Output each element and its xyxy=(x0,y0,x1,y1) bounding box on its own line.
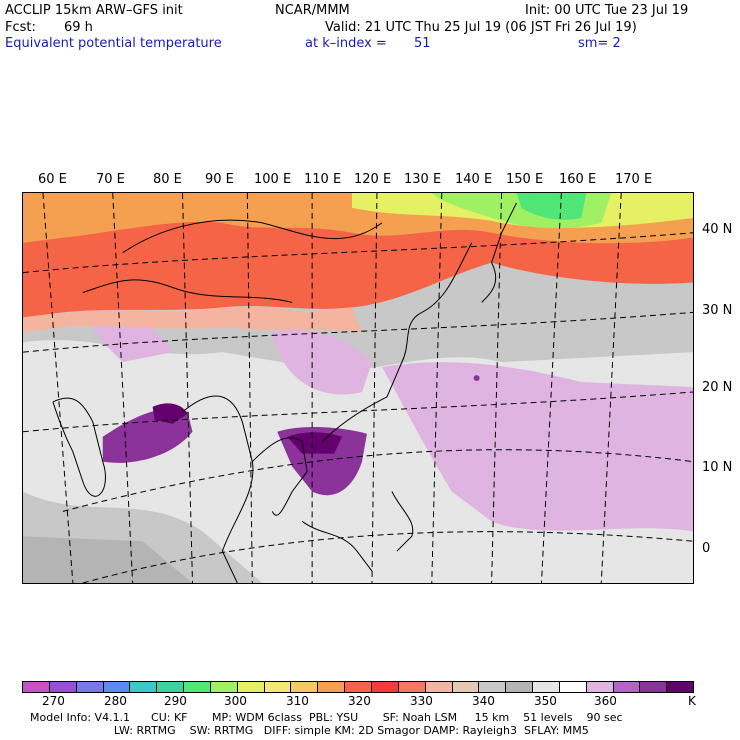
colorbar xyxy=(22,681,694,693)
lon-label: 70 E xyxy=(96,172,125,187)
lon-label: 170 E xyxy=(615,172,653,187)
lon-label: 140 E xyxy=(455,172,493,187)
theta-e-map xyxy=(22,192,694,584)
colorbar-swatch xyxy=(345,682,372,692)
colorbar-swatch xyxy=(130,682,158,692)
init-time: Init: 00 UTC Tue 23 Jul 19 xyxy=(525,3,689,18)
model-info-line1: Model Info: V4.1.1 CU: KF MP: WDM 6class… xyxy=(30,711,623,724)
level-value: 51 xyxy=(414,36,431,51)
lon-label: 60 E xyxy=(38,172,67,187)
colorbar-swatch xyxy=(318,682,346,692)
colorbar-swatch xyxy=(157,682,185,692)
coastlines xyxy=(52,202,517,583)
model-info-line2: LW: RRTMG SW: RRTMG DIFF: simple KM: 2D … xyxy=(30,724,589,737)
colorbar-unit: K xyxy=(688,694,696,708)
colorbar-tick: 300 xyxy=(224,694,247,708)
organization-label: NCAR/MMM xyxy=(275,3,350,18)
lon-label: 90 E xyxy=(205,172,234,187)
field-name: Equivalent potential temperature xyxy=(5,36,222,51)
colorbar-swatch xyxy=(210,682,238,692)
lon-label: 160 E xyxy=(559,172,597,187)
lon-label: 80 E xyxy=(153,172,182,187)
lon-label: 130 E xyxy=(404,172,442,187)
colorbar-swatch xyxy=(76,682,104,692)
colorbar-swatch xyxy=(667,682,694,692)
colorbar-tick: 320 xyxy=(348,694,371,708)
colorbar-swatch xyxy=(452,682,480,692)
colorbar-tick: 310 xyxy=(286,694,309,708)
lon-label: 120 E xyxy=(354,172,392,187)
colorbar-swatch xyxy=(398,682,426,692)
colorbar-swatch xyxy=(291,682,319,692)
colorbar-swatch xyxy=(559,682,587,692)
colorbar-swatch xyxy=(613,682,641,692)
colorbar-swatch xyxy=(506,682,534,692)
colorbar-tick: 330 xyxy=(410,694,433,708)
theta-band-lightpurple xyxy=(381,362,693,532)
colorbar-tick: 270 xyxy=(42,694,65,708)
lat-label: 40 N xyxy=(702,222,733,237)
theta-peak-bay-of-bengal xyxy=(152,403,188,424)
lat-label: 0 xyxy=(702,541,711,556)
model-title: ACCLIP 15km ARW–GFS init xyxy=(5,3,183,18)
lon-label: 110 E xyxy=(304,172,342,187)
graticule xyxy=(23,193,693,583)
theta-peak-south-china-sea xyxy=(287,432,343,454)
colorbar-swatch xyxy=(184,682,211,692)
lat-label: 30 N xyxy=(702,303,733,318)
lat-label: 10 N xyxy=(702,460,733,475)
forecast-hours: 69 h xyxy=(64,20,93,35)
colorbar-swatch xyxy=(49,682,77,692)
colorbar-swatch xyxy=(586,682,614,692)
colorbar-tick: 360 xyxy=(594,694,617,708)
level-label: at k–index = xyxy=(305,36,387,51)
lon-label: 150 E xyxy=(506,172,544,187)
colorbar-swatch xyxy=(425,682,453,692)
colorbar-tick: 280 xyxy=(104,694,127,708)
theta-max-typhoon xyxy=(473,375,480,382)
colorbar-swatch xyxy=(640,682,668,692)
theta-band-green xyxy=(516,193,587,220)
forecast-label: Fcst: xyxy=(5,20,36,35)
theta-band-pink xyxy=(23,306,362,333)
colorbar-swatch xyxy=(371,682,399,692)
colorbar-tick: 340 xyxy=(472,694,495,708)
colorbar-swatch xyxy=(23,682,50,692)
colorbar-swatch xyxy=(103,682,131,692)
lon-label: 100 E xyxy=(254,172,292,187)
colorbar-tick: 350 xyxy=(534,694,557,708)
theta-band-lightpurple xyxy=(272,329,372,395)
lat-label: 20 N xyxy=(702,380,733,395)
colorbar-tick: 290 xyxy=(164,694,187,708)
colorbar-swatch xyxy=(533,682,560,692)
theta-band-darkgrey xyxy=(23,536,193,583)
colorbar-swatch xyxy=(479,682,507,692)
smoothing-label: sm= 2 xyxy=(578,36,621,51)
colorbar-swatch xyxy=(237,682,265,692)
colorbar-swatch xyxy=(264,682,292,692)
valid-time: Valid: 21 UTC Thu 25 Jul 19 (06 JST Fri … xyxy=(325,20,637,35)
